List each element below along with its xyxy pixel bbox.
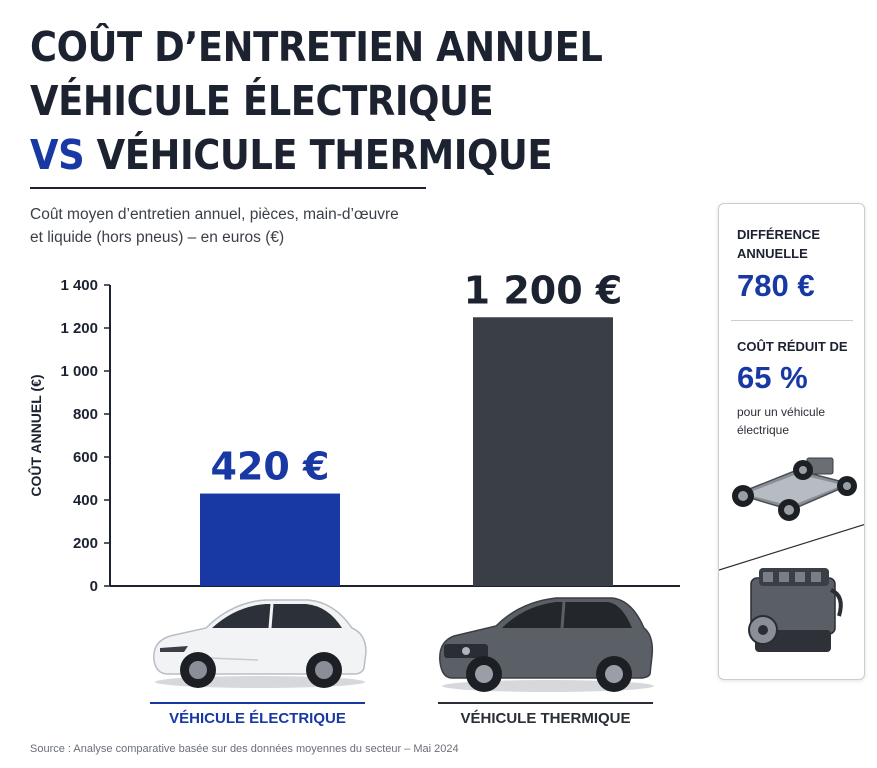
page-title: COÛT D’ENTRETIEN ANNUEL VÉHICULE ÉLECTRI…	[30, 20, 603, 182]
source-note: Source : Analyse comparative basée sur d…	[30, 743, 459, 755]
difference-label-line-2: ANNUELLE	[737, 246, 808, 261]
category-underline-thermal	[438, 702, 653, 704]
y-tick-label: 1 000	[60, 363, 98, 380]
reduced-cost-value: 65 %	[737, 360, 808, 395]
difference-label-line-1: DIFFÉRENCE	[737, 227, 821, 242]
data-label-thermal: 1 200 €	[464, 268, 623, 312]
title-vs: VS	[30, 131, 85, 179]
category-underline-electric	[150, 702, 365, 704]
bar-thermal	[473, 317, 613, 586]
data-label-electric: 420 €	[211, 445, 330, 489]
reduced-cost-label: COÛT RÉDUIT DE	[737, 339, 848, 354]
y-tick-label: 1 400	[60, 277, 98, 294]
y-tick-label: 400	[73, 492, 98, 509]
title-line-2: VÉHICULE ÉLECTRIQUE	[30, 77, 494, 125]
diagonal-divider	[719, 523, 864, 571]
category-label-thermal: VÉHICULE THERMIQUE	[460, 710, 631, 727]
panel-divider	[731, 320, 853, 321]
y-tick-label: 0	[90, 578, 98, 595]
subtitle: Coût moyen d’entretien annuel, pièces, m…	[30, 203, 460, 249]
engine-icon	[748, 568, 843, 652]
y-tick-label: 200	[73, 535, 98, 552]
y-tick-label: 600	[73, 449, 98, 466]
reduced-note-line-2: électrique	[737, 423, 790, 437]
bar-chart: 0 200 400 600 800 1 000 1 200 1 400 COÛT ANNUEL …	[27, 268, 680, 595]
electric-car-image	[153, 599, 367, 688]
title-line-3: VÉHICULE THERMIQUE	[96, 131, 553, 179]
subtitle-line-2: et liquide (hors pneus) – en euros (€)	[30, 229, 285, 246]
title-line-1: COÛT D’ENTRETIEN ANNUEL	[30, 23, 603, 71]
y-tick-label: 1 200	[60, 320, 98, 337]
bar-electric	[200, 493, 340, 586]
y-axis-title: COÛT ANNUEL (€)	[27, 374, 44, 496]
thermal-car-image	[439, 597, 654, 692]
y-tick-label: 800	[73, 406, 98, 423]
subtitle-line-1: Coût moyen d’entretien annuel, pièces, m…	[30, 206, 399, 223]
ev-chassis-icon	[732, 457, 857, 521]
category-label-electric: VÉHICULE ÉLECTRIQUE	[169, 710, 346, 727]
reduced-note-line-1: pour un véhicule	[737, 405, 826, 419]
title-divider	[30, 187, 426, 189]
difference-value: 780 €	[737, 268, 815, 303]
summary-panel: DIFFÉRENCE ANNUELLE 780 € COÛT RÉDUIT DE…	[718, 203, 865, 680]
